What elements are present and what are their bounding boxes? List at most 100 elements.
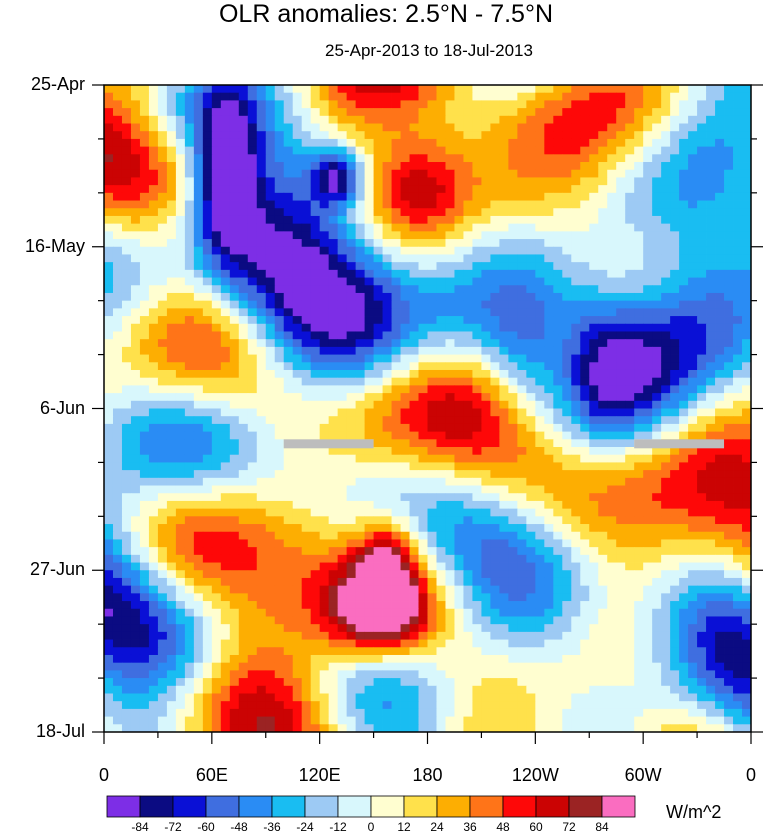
- field-cell: [481, 177, 491, 186]
- field-cell: [283, 100, 294, 109]
- field-cell: [256, 585, 267, 594]
- field-cell: [697, 531, 707, 540]
- field-cell: [157, 408, 168, 417]
- field-cell: [499, 416, 509, 425]
- field-cell: [589, 554, 599, 563]
- field-cell: [400, 192, 410, 201]
- field-cell: [454, 215, 464, 225]
- field-cell: [139, 601, 150, 610]
- field-cell: [301, 100, 312, 109]
- field-cell: [697, 454, 707, 463]
- field-cell: [391, 100, 401, 109]
- field-cell: [589, 447, 599, 456]
- field-cell: [427, 400, 437, 409]
- field-cell: [104, 331, 114, 340]
- field-cell: [706, 316, 716, 325]
- field-cell: [211, 162, 222, 171]
- field-cell: [409, 115, 419, 124]
- field-cell: [256, 516, 267, 525]
- field-cell: [724, 362, 734, 371]
- field-cell: [517, 462, 527, 471]
- field-cell: [265, 431, 276, 440]
- field-cell: [616, 477, 626, 486]
- field-cell: [436, 200, 446, 209]
- field-cell: [472, 169, 482, 178]
- field-cell: [283, 215, 294, 225]
- field-cell: [193, 539, 204, 548]
- field-cell: [292, 85, 303, 94]
- field-cell: [733, 108, 743, 117]
- field-cell: [553, 231, 563, 240]
- field-cell: [184, 608, 195, 617]
- field-cell: [715, 570, 725, 579]
- field-cell: [382, 146, 392, 155]
- field-cell: [724, 462, 734, 471]
- field-cell: [679, 262, 689, 271]
- field-cell: [220, 385, 231, 394]
- field-cell: [490, 246, 500, 255]
- field-cell: [310, 262, 321, 271]
- field-cell: [166, 85, 177, 94]
- field-cell: [544, 239, 554, 248]
- field-cell: [571, 292, 581, 302]
- field-cell: [274, 177, 285, 186]
- field-cell: [445, 400, 455, 409]
- field-cell: [265, 616, 276, 625]
- field-cell: [355, 146, 365, 155]
- field-cell: [553, 408, 563, 417]
- field-cell: [328, 608, 339, 617]
- field-cell: [175, 108, 186, 117]
- field-cell: [166, 239, 177, 248]
- field-cell: [463, 508, 473, 517]
- field-cell: [265, 300, 276, 309]
- field-cell: [652, 285, 662, 294]
- field-cell: [337, 447, 348, 456]
- field-cell: [274, 154, 285, 163]
- field-cell: [409, 323, 419, 332]
- field-cell: [265, 85, 276, 94]
- field-cell: [571, 100, 581, 109]
- field-cell: [400, 524, 410, 533]
- field-cell: [166, 346, 177, 355]
- field-cell: [688, 393, 698, 402]
- field-cell: [589, 246, 599, 255]
- field-cell: [661, 85, 671, 94]
- field-cell: [589, 285, 599, 294]
- field-cell: [301, 508, 312, 517]
- field-cell: [724, 277, 734, 286]
- field-cell: [202, 292, 213, 302]
- field-cell: [481, 208, 491, 217]
- field-cell: [247, 231, 258, 240]
- field-cell: [445, 100, 455, 109]
- field-cell: [499, 331, 509, 340]
- field-cell: [733, 85, 743, 94]
- field-cell: [526, 531, 536, 540]
- field-cell: [526, 162, 536, 171]
- field-cell: [454, 177, 464, 186]
- field-cell: [526, 554, 536, 563]
- field-cell: [607, 539, 617, 548]
- field-cell: [508, 239, 518, 248]
- field-cell: [391, 585, 401, 594]
- field-cell: [508, 570, 518, 579]
- field-cell: [229, 277, 240, 286]
- field-cell: [733, 323, 743, 332]
- field-cell: [544, 185, 554, 194]
- field-cell: [499, 100, 509, 109]
- field-cell: [598, 192, 608, 201]
- field-cell: [220, 254, 231, 263]
- field-cell: [139, 562, 150, 571]
- field-cell: [634, 185, 644, 194]
- field-cell: [175, 208, 186, 217]
- field-cell: [436, 277, 446, 286]
- field-cell: [499, 369, 509, 379]
- field-cell: [562, 369, 572, 379]
- field-cell: [706, 393, 716, 402]
- field-cell: [121, 208, 132, 217]
- field-cell: [301, 115, 312, 124]
- field-cell: [445, 177, 455, 186]
- field-cell: [562, 154, 572, 163]
- field-cell: [418, 393, 428, 402]
- field-cell: [697, 400, 707, 409]
- field-cell: [121, 593, 132, 602]
